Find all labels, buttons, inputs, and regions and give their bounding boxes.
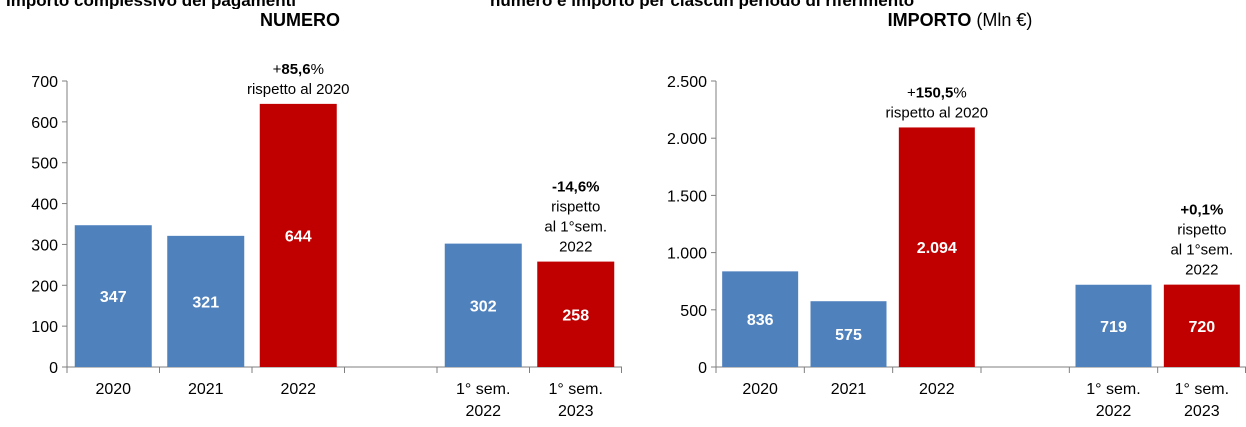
bar-value-label: 347	[100, 289, 127, 306]
annotation-line: rispetto al 2020	[247, 81, 350, 98]
y-tick-label: 600	[31, 115, 58, 132]
annotation-line: rispetto	[551, 199, 600, 216]
x-tick-label: 2022	[919, 381, 955, 398]
annotation-line: +150,5%	[907, 84, 967, 101]
bar-value-label: 302	[470, 298, 497, 315]
annotation-line: +85,6%	[273, 61, 324, 78]
y-tick-label: 0	[698, 360, 707, 377]
x-tick-label: 1° sem.	[1175, 381, 1229, 398]
bar-1-sem-2022	[444, 243, 522, 367]
bar-2020	[722, 271, 799, 367]
chart-importo: 0 500 1.000 1.500 2.000 2.500 2020 836 2021 575 20…	[667, 74, 1246, 420]
bar-2022	[259, 103, 337, 367]
y-tick-label: 400	[31, 197, 58, 214]
annotation-line: 2022	[1185, 262, 1218, 279]
x-tick-label: 1° sem.	[1086, 381, 1140, 398]
bar-2022	[898, 127, 975, 367]
bar-2021	[167, 235, 245, 367]
y-tick-label: 1.500	[667, 188, 707, 205]
bar-value-label: 644	[285, 228, 312, 245]
x-tick-label: 2023	[1184, 403, 1220, 420]
header-fragment-left: Importo complessivo dei pagamenti	[6, 0, 296, 9]
y-tick-label: 500	[31, 156, 58, 173]
chart-title-importo-normal: (Mln €)	[971, 10, 1033, 30]
y-tick-label: 200	[31, 278, 58, 295]
annotation-line: al 1°sem.	[544, 219, 607, 236]
x-tick-label: 2023	[558, 403, 594, 420]
bar-value-label: 321	[192, 294, 219, 311]
chart-numero: 0 100 200 300 400 500 600 700 2020 347 2021 321 2022…	[31, 61, 622, 420]
annotation-line: +0,1%	[1180, 202, 1223, 219]
bar-value-label: 836	[747, 312, 774, 329]
y-tick-label: 700	[31, 74, 58, 91]
bar-2020	[74, 225, 152, 367]
annotation-line: 2022	[559, 239, 592, 256]
y-tick-label: 0	[49, 360, 58, 377]
annotation-line: rispetto al 2020	[886, 104, 989, 121]
y-tick-label: 300	[31, 237, 58, 254]
bar-1-sem-2023	[537, 261, 615, 367]
chart-title-importo-bold: IMPORTO	[887, 10, 972, 30]
y-tick-label: 1.000	[667, 246, 707, 263]
chart-title-numero-bold: NUMERO	[260, 10, 340, 30]
bar-value-label: 258	[562, 307, 589, 324]
bar-1-sem-2023	[1163, 284, 1240, 367]
chart-title-numero: NUMERO	[150, 10, 450, 31]
x-tick-label: 2022	[1096, 403, 1132, 420]
y-tick-label: 100	[31, 319, 58, 336]
annotation-line: -14,6%	[552, 179, 600, 196]
x-tick-label: 2022	[465, 403, 501, 420]
y-tick-label: 2.500	[667, 74, 707, 91]
x-tick-label: 2021	[831, 381, 867, 398]
header-fragment-right: numero e importo per ciascun periodo di …	[490, 0, 914, 9]
bar-value-label: 575	[835, 327, 862, 344]
y-tick-label: 2.000	[667, 131, 707, 148]
bar-value-label: 720	[1188, 319, 1215, 336]
annotation-line: al 1°sem.	[1170, 242, 1233, 259]
x-tick-label: 1° sem.	[456, 381, 510, 398]
y-tick-label: 500	[680, 303, 707, 320]
x-tick-label: 2022	[280, 381, 316, 398]
bar-value-label: 719	[1100, 319, 1127, 336]
chart-title-importo: IMPORTO (Mln €)	[810, 10, 1110, 31]
x-tick-label: 2020	[95, 381, 131, 398]
bar-value-label: 2.094	[917, 240, 957, 257]
x-tick-label: 1° sem.	[549, 381, 603, 398]
x-tick-label: 2021	[188, 381, 224, 398]
bar-1-sem-2022	[1075, 284, 1152, 367]
header-fragment-strip: Importo complessivo dei pagamenti numero…	[0, 0, 1246, 9]
x-tick-label: 2020	[742, 381, 778, 398]
annotation-line: rispetto	[1177, 222, 1226, 239]
bar-2021	[810, 301, 887, 367]
